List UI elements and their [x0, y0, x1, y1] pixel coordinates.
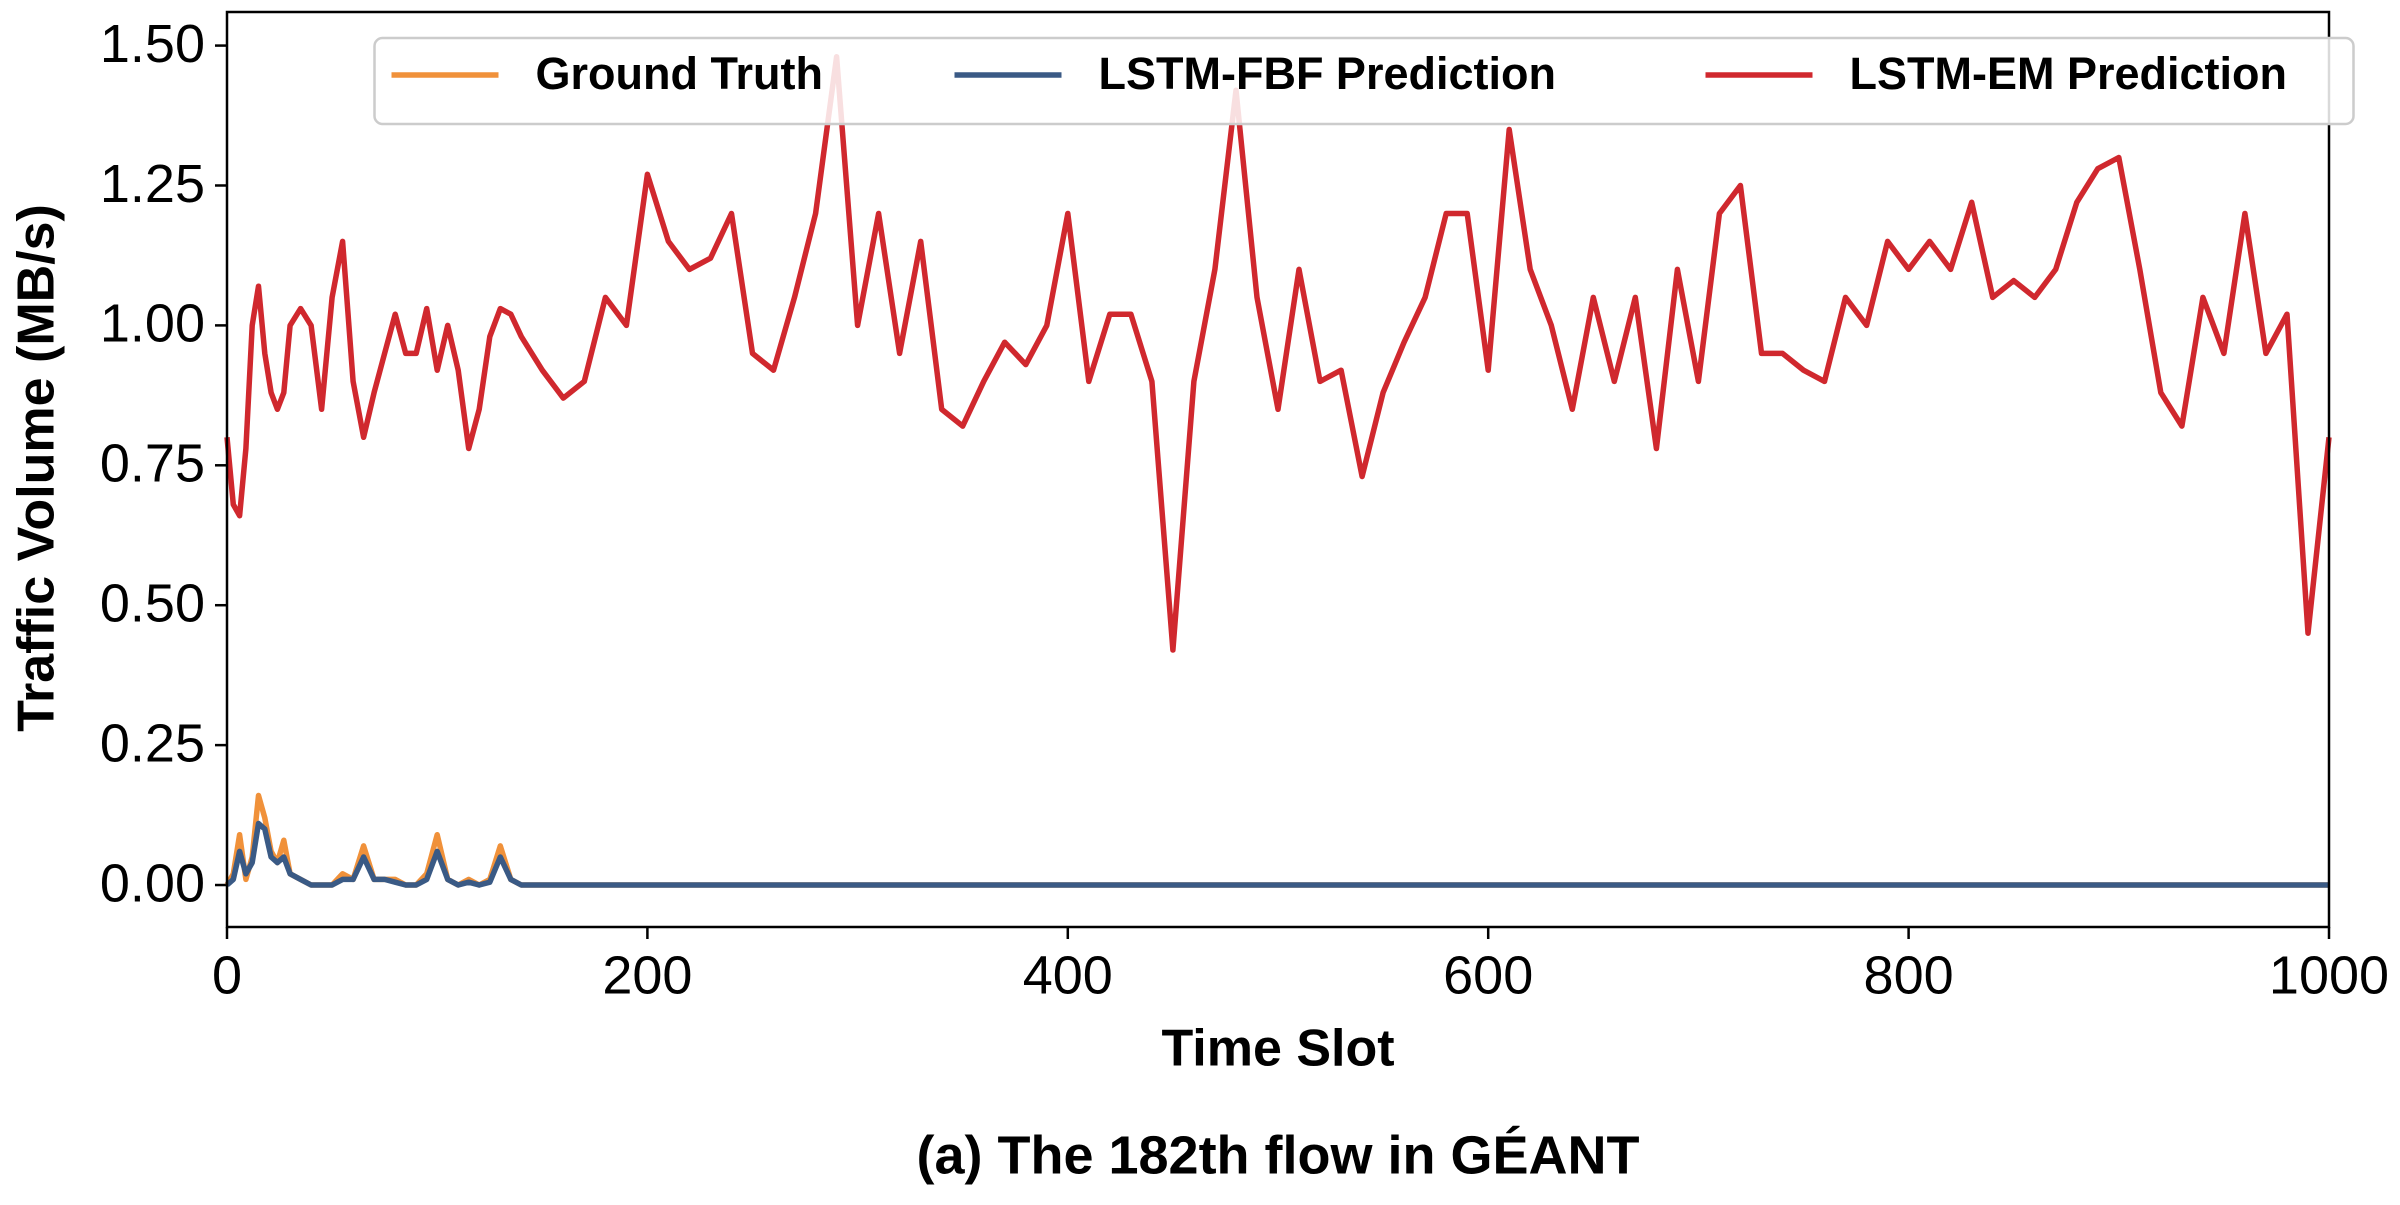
x-tick-label: 0: [212, 945, 242, 1005]
x-axis-label: Time Slot: [1161, 1020, 1394, 1078]
legend-box: [373, 36, 2355, 126]
y-tick-label: 0.00: [100, 853, 205, 913]
x-tick-label: 600: [1443, 945, 1533, 1005]
legend-label: LSTM-EM Prediction: [1850, 48, 2288, 99]
series-line: [224, 54, 2332, 653]
legend-label: Ground Truth: [536, 48, 823, 99]
y-tick-label: 1.00: [100, 294, 205, 354]
series-line: [225, 820, 2329, 888]
y-tick-label: 1.25: [100, 154, 205, 214]
x-tick-label: 200: [602, 945, 692, 1005]
series-line: [224, 792, 2329, 888]
plot-frame: [225, 10, 2331, 929]
x-tick-label: 800: [1864, 945, 1954, 1005]
x-tick-label: 1000: [2269, 945, 2389, 1005]
y-axis-label: Traffic Volume (MB/s): [8, 204, 66, 732]
y-tick-label: 0.50: [100, 573, 205, 633]
y-tick-label: 1.50: [100, 14, 205, 74]
y-tick-label: 0.75: [100, 434, 205, 494]
x-tick-label: 400: [1023, 945, 1113, 1005]
caption: (a) The 182th flow in GÉANT: [916, 1125, 1639, 1185]
y-tick-label: 0.25: [100, 713, 205, 773]
legend-label: LSTM-FBF Prediction: [1099, 48, 1556, 99]
